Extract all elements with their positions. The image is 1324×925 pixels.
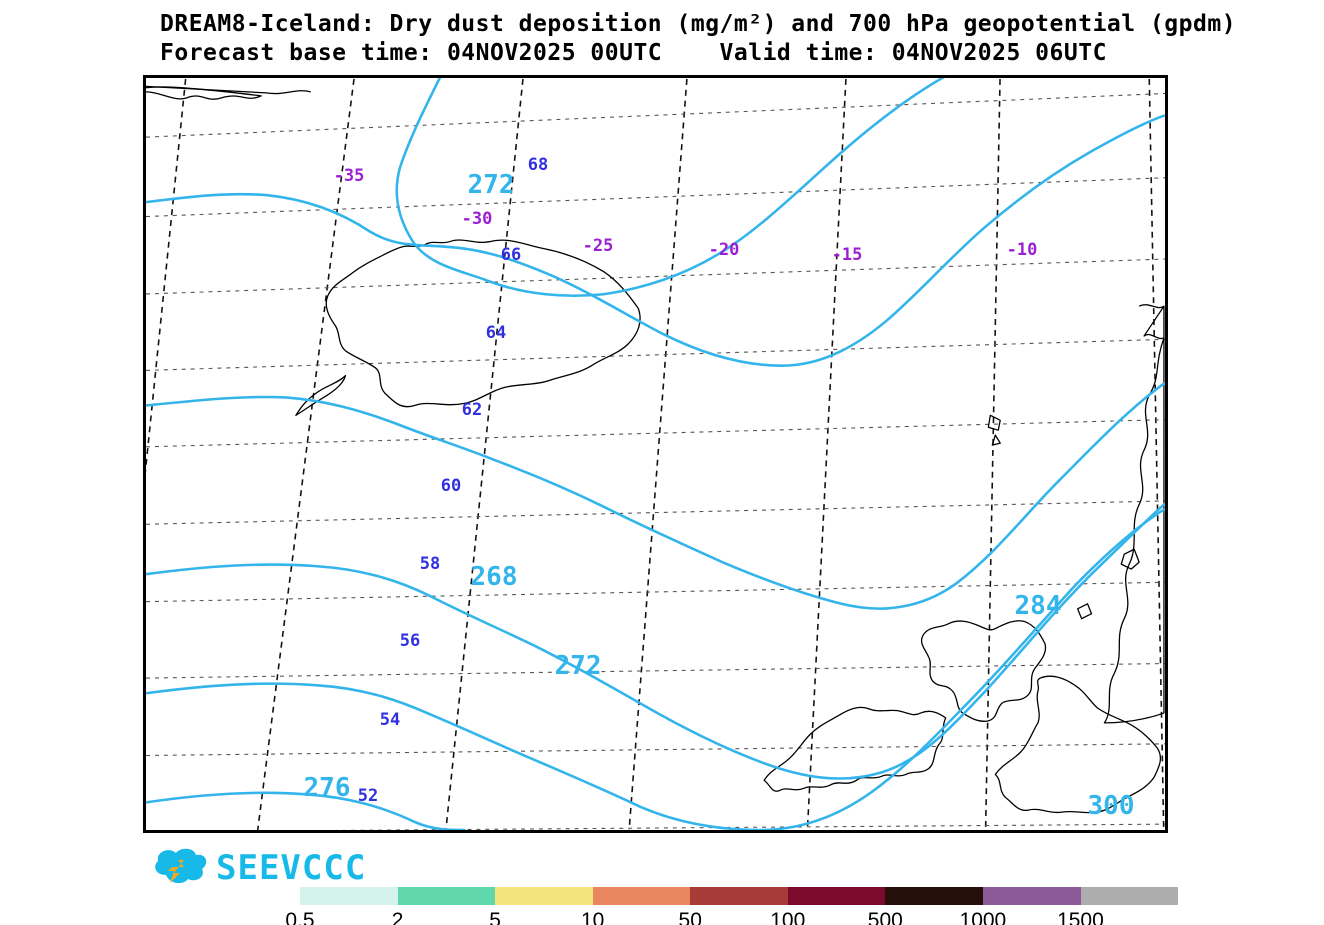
latitude-label-6: 56 xyxy=(400,631,420,651)
latitude-label-5: 58 xyxy=(420,554,440,574)
map-title-block: DREAM8-Iceland: Dry dust deposition (mg/… xyxy=(160,10,1236,68)
colorbar-tick-label-7: 1000 xyxy=(960,909,1007,925)
seevccc-logo: SEEVCCC xyxy=(150,845,366,891)
geopotential-contour-label-1: 268 xyxy=(471,562,518,592)
geopotential-contour-label-3: 276 xyxy=(304,773,351,803)
latitude-label-1: 66 xyxy=(501,245,521,265)
longitude-label-0: -35 xyxy=(334,166,365,186)
colorbar-tick-label-0: 0.5 xyxy=(285,909,314,925)
seevccc-label: SEEVCCC xyxy=(216,848,366,888)
dust-deposition-colorbar[interactable] xyxy=(300,887,1178,905)
map-frame[interactable]: -35-30-25-20-15-10-505 68666462605856545… xyxy=(143,75,1168,833)
geopotential-contour-label-6: 300 xyxy=(1088,791,1135,821)
latitude-label-8: 52 xyxy=(358,786,378,806)
geopotential-contour-layer xyxy=(146,78,1165,830)
geopotential-contour-label-0: 272 xyxy=(468,170,515,200)
colorbar-tick-label-5: 100 xyxy=(770,909,805,925)
longitude-label-5: -10 xyxy=(1007,240,1038,260)
latitude-label-3: 62 xyxy=(462,400,482,420)
cloud-icon xyxy=(150,845,212,891)
colorbar-tick-label-8: 1500 xyxy=(1057,909,1104,925)
latitude-label-7: 54 xyxy=(380,710,400,730)
colorbar-segment-8[interactable] xyxy=(1081,887,1179,905)
colorbar-segment-6[interactable] xyxy=(885,887,983,905)
weather-map-page: DREAM8-Iceland: Dry dust deposition (mg/… xyxy=(0,0,1324,925)
title-line-1: DREAM8-Iceland: Dry dust deposition (mg/… xyxy=(160,10,1236,39)
geopotential-contour-label-2: 272 xyxy=(555,651,602,681)
colorbar-segment-2[interactable] xyxy=(495,887,593,905)
colorbar-tick-label-6: 500 xyxy=(868,909,903,925)
colorbar-tick-label-1: 2 xyxy=(392,909,404,925)
map-inner-canvas: -35-30-25-20-15-10-505 68666462605856545… xyxy=(146,78,1165,830)
colorbar-segment-1[interactable] xyxy=(398,887,496,905)
longitude-label-1: -30 xyxy=(462,209,493,229)
colorbar-tick-labels: 0.5 2 5 10 50 100 500 1000 1500 xyxy=(300,909,1178,925)
latitude-label-2: 64 xyxy=(486,323,506,343)
title-line-2: Forecast base time: 04NOV2025 00UTC Vali… xyxy=(160,39,1236,68)
longitude-label-2: -25 xyxy=(583,236,614,256)
colorbar-segment-0[interactable] xyxy=(300,887,398,905)
colorbar-wrap: 0.5 2 5 10 50 100 500 1000 1500 xyxy=(300,887,1178,925)
latitude-label-0: 68 xyxy=(528,155,548,175)
colorbar-tick-label-3: 10 xyxy=(581,909,604,925)
colorbar-segment-5[interactable] xyxy=(788,887,886,905)
colorbar-segment-4[interactable] xyxy=(690,887,788,905)
longitude-label-3: -20 xyxy=(709,240,740,260)
colorbar-tick-label-2: 5 xyxy=(489,909,501,925)
colorbar-segment-7[interactable] xyxy=(983,887,1081,905)
colorbar-segment-3[interactable] xyxy=(593,887,691,905)
geopotential-contour-label-5: 284 xyxy=(1015,591,1062,621)
longitude-label-4: -15 xyxy=(832,245,863,265)
colorbar-tick-label-4: 50 xyxy=(679,909,702,925)
latitude-label-4: 60 xyxy=(441,476,461,496)
